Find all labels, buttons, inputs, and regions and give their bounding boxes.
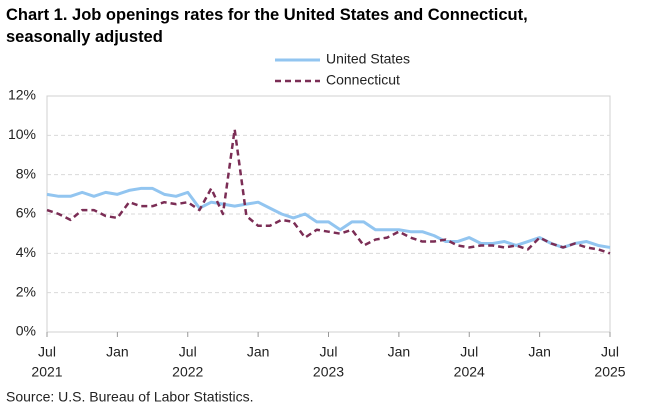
series-line <box>46 128 611 255</box>
y-tick-label: 8% <box>16 165 36 181</box>
x-tick-label: Jul <box>460 344 478 360</box>
x-year-label: 2023 <box>313 364 344 380</box>
series-line <box>46 186 611 249</box>
y-tick-label: 0% <box>16 323 36 339</box>
x-tick-label: Jul <box>320 344 338 360</box>
x-year-label: 2025 <box>594 364 625 380</box>
y-tick-label: 2% <box>16 283 36 299</box>
x-tick-label: Jul <box>179 344 197 360</box>
source-note: Source: U.S. Bureau of Labor Statistics. <box>6 389 253 405</box>
x-year-label: 2024 <box>454 364 485 380</box>
x-year-label: 2022 <box>172 364 203 380</box>
x-tick-label: Jan <box>388 344 411 360</box>
x-tick-label: Jan <box>247 344 270 360</box>
y-tick-label: 12% <box>8 87 36 103</box>
legend-label: Connecticut <box>326 72 400 88</box>
x-tick-label: Jul <box>601 344 619 360</box>
legend-label: United States <box>326 51 410 67</box>
x-tick-label: Jan <box>528 344 551 360</box>
y-tick-label: 6% <box>16 205 36 221</box>
x-tick-label: Jan <box>106 344 129 360</box>
x-year-label: 2021 <box>31 364 62 380</box>
x-tick-label: Jul <box>38 344 56 360</box>
y-tick-label: 10% <box>8 126 36 142</box>
chart-title: Chart 1. Job openings rates for the Unit… <box>6 6 528 46</box>
y-tick-label: 4% <box>16 244 36 260</box>
